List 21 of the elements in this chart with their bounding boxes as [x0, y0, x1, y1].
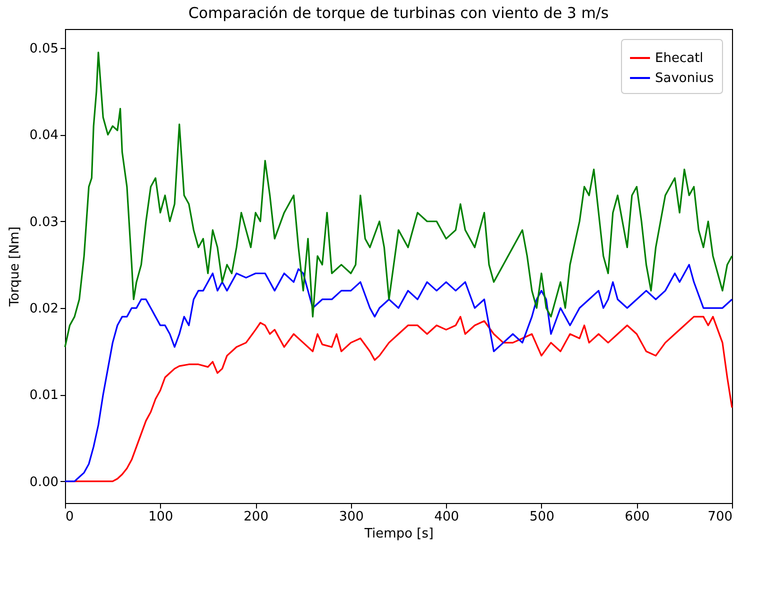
line-series: [64, 264, 733, 482]
x-tick-label: 400: [434, 510, 460, 524]
legend-label: Ehecatl: [655, 51, 704, 66]
y-tick-label: 0.05: [30, 42, 58, 57]
x-tick-label: 0: [66, 510, 74, 524]
y-tick-label: 0.00: [30, 474, 58, 490]
x-tick-label: 300: [338, 510, 364, 524]
legend-label: Savonius: [655, 71, 714, 86]
x-axis-title: Tiempo [s]: [363, 526, 434, 542]
y-tick-label: 0.02: [30, 302, 58, 317]
x-tick-label: 100: [148, 510, 174, 524]
y-axis-title: Torque [Nm]: [8, 226, 23, 308]
y-tick-label: 0.03: [30, 214, 58, 230]
x-tick-label: 500: [530, 510, 554, 524]
line-series: [64, 52, 733, 348]
x-tick-label: 700: [708, 510, 732, 524]
y-tick-label: 0.04: [30, 128, 58, 144]
x-tick-label: 600: [624, 510, 650, 524]
chart-title: Comparación de torque de turbinas con viento de 3 m/s: [188, 4, 609, 22]
x-tick-label: 200: [244, 510, 268, 524]
y-tick-label: 0.01: [30, 388, 58, 404]
